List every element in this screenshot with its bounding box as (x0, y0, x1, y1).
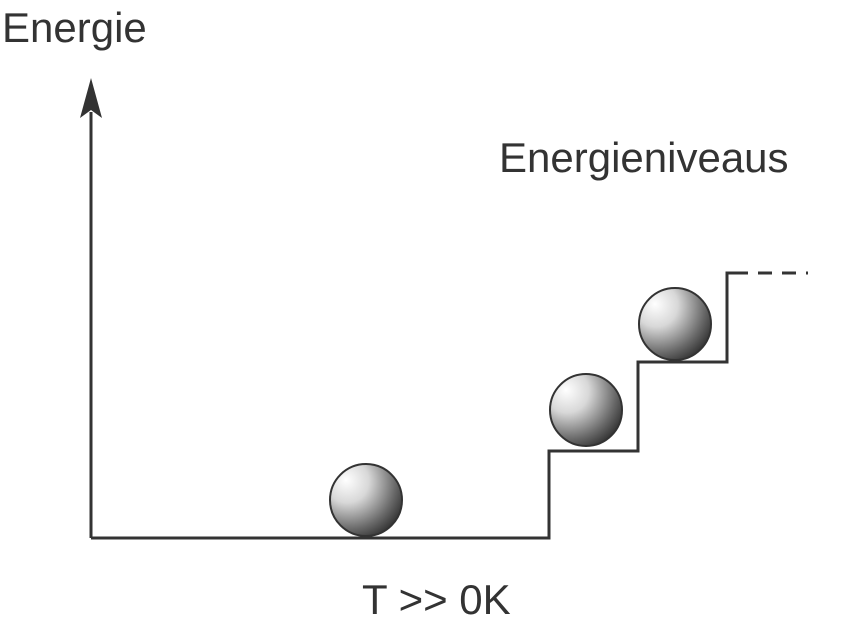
y-axis-label: Energie (2, 4, 147, 51)
energy-staircase (91, 271, 734, 540)
particle-level-2 (638, 287, 712, 361)
temperature-label: T >> 0K (362, 576, 511, 623)
particle-level-1 (549, 373, 623, 447)
levels-label: Energieniveaus (499, 134, 789, 181)
particle-level-0 (329, 463, 403, 537)
energy-axis-arrow-icon (80, 78, 102, 118)
